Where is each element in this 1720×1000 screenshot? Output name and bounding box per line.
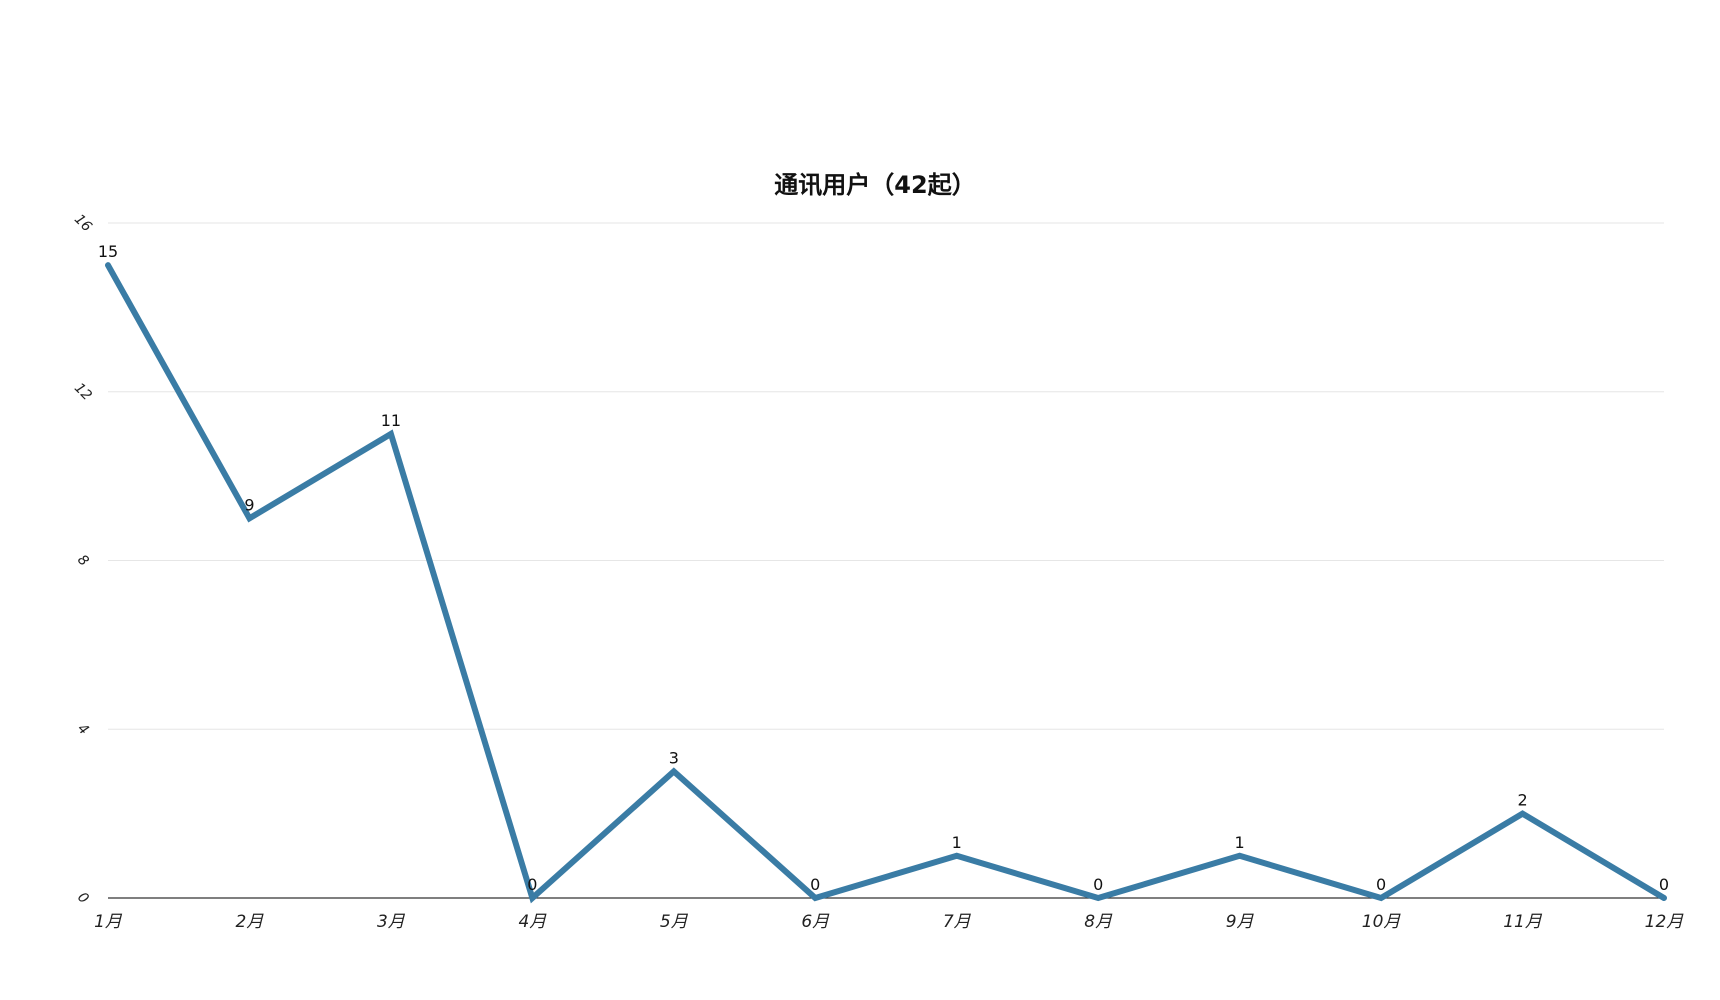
x-tick-label: 5月 [660, 912, 689, 932]
x-tick-label: 3月 [377, 912, 406, 932]
data-label: 0 [1376, 875, 1386, 894]
data-label: 15 [98, 242, 118, 261]
chart-title: 通讯用户（42起） [774, 171, 975, 199]
y-tick-label: 0 [74, 889, 92, 907]
grid-layer [108, 222, 1664, 730]
data-label: 0 [1093, 875, 1103, 894]
data-label-layer: 15 9 11 0 3 0 1 0 1 0 2 0 [98, 242, 1669, 894]
data-point [246, 515, 252, 521]
data-label: 0 [1659, 875, 1669, 894]
x-tick-label: 9月 [1226, 912, 1255, 932]
x-tick-label: 1月 [94, 912, 123, 932]
data-point [954, 853, 960, 859]
data-point [529, 895, 535, 901]
data-label: 3 [669, 748, 679, 767]
x-tick-label: 8月 [1084, 912, 1113, 932]
data-point [812, 895, 818, 901]
data-point [105, 262, 111, 268]
data-point [671, 768, 677, 774]
y-tick-label: 8 [74, 552, 92, 570]
data-label: 1 [1235, 833, 1245, 852]
data-label: 0 [527, 875, 537, 894]
data-point [1378, 895, 1384, 901]
y-tick-label: 12 [71, 380, 95, 404]
x-tick-label: 6月 [801, 912, 830, 932]
y-tick-label: 16 [71, 211, 95, 235]
data-point [1237, 853, 1243, 859]
x-tick-label: 7月 [943, 912, 972, 932]
series-layer [105, 262, 1667, 904]
series-line [105, 262, 1667, 904]
data-point [388, 431, 394, 437]
data-label: 0 [810, 875, 820, 894]
y-tick-label: 4 [74, 721, 92, 739]
data-label: 11 [381, 411, 401, 430]
x-tick-label: 11月 [1503, 912, 1543, 932]
data-point [1661, 895, 1667, 901]
x-tick-label: 2月 [236, 912, 265, 932]
x-tick-label: 12月 [1645, 912, 1685, 932]
x-tick-label: 4月 [518, 912, 547, 932]
data-label: 2 [1517, 791, 1527, 810]
data-label: 1 [952, 833, 962, 852]
x-tick-label: 10月 [1362, 912, 1402, 932]
data-point [1520, 811, 1526, 817]
data-label: 9 [244, 495, 254, 514]
data-point [1095, 895, 1101, 901]
